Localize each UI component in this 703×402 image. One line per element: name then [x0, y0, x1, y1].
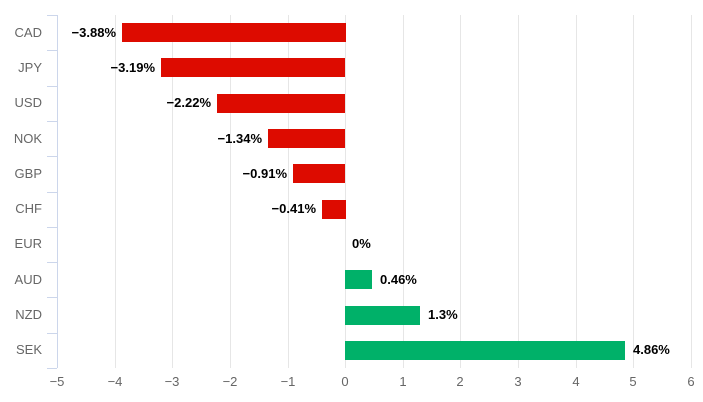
category-label: CAD	[14, 25, 42, 40]
bar-value-label: 1.3%	[428, 307, 458, 322]
gridline	[114, 15, 116, 368]
axis-tick	[47, 297, 57, 298]
axis-tick	[47, 86, 57, 87]
axis-tick	[47, 121, 57, 122]
gridline	[517, 15, 519, 368]
x-tick-label: −3	[164, 374, 180, 389]
x-tick-label: 1	[399, 374, 407, 389]
category-label: NZD	[15, 307, 42, 322]
gridline	[459, 15, 461, 368]
bar	[122, 23, 346, 42]
bar-value-label: −0.41%	[271, 201, 316, 216]
gridline	[690, 15, 692, 368]
gridline	[287, 15, 289, 368]
axis-tick	[47, 50, 57, 51]
category-label: GBP	[14, 166, 42, 181]
x-tick-label: −2	[222, 374, 238, 389]
gridline	[575, 15, 577, 368]
bar	[322, 200, 346, 219]
axis-tick	[47, 333, 57, 334]
bar	[268, 129, 345, 148]
x-tick-label: −1	[280, 374, 296, 389]
bar-value-label: −3.19%	[110, 60, 155, 75]
category-label: JPY	[18, 60, 42, 75]
gridline	[171, 15, 173, 368]
bar	[345, 306, 420, 325]
y-axis-line	[57, 15, 58, 368]
bar-value-label: −2.22%	[166, 95, 211, 110]
bar-value-label: −1.34%	[217, 131, 262, 146]
bar-value-label: 0.46%	[380, 272, 417, 287]
bar-value-label: 4.86%	[633, 342, 670, 357]
bar	[293, 164, 345, 183]
x-tick-label: 0	[341, 374, 349, 389]
x-tick-label: 2	[456, 374, 464, 389]
category-label: EUR	[14, 236, 42, 251]
gridline	[402, 15, 404, 368]
axis-tick	[47, 368, 57, 369]
x-tick-label: 4	[572, 374, 580, 389]
bar-value-label: −0.91%	[242, 166, 287, 181]
axis-tick	[47, 192, 57, 193]
x-tick-label: −5	[49, 374, 65, 389]
x-tick-label: 5	[629, 374, 637, 389]
gridline	[632, 15, 634, 368]
bar-value-label: −3.88%	[71, 25, 116, 40]
axis-tick	[47, 227, 57, 228]
axis-tick	[47, 262, 57, 263]
x-tick-label: 6	[687, 374, 695, 389]
gridline	[344, 15, 346, 368]
category-label: NOK	[13, 131, 42, 146]
bar	[217, 94, 345, 113]
category-label: CHF	[15, 201, 42, 216]
axis-tick	[47, 156, 57, 157]
bar-value-label: 0%	[352, 236, 371, 251]
category-label: USD	[14, 95, 42, 110]
bar	[345, 270, 372, 289]
x-tick-label: −4	[107, 374, 123, 389]
bar	[161, 58, 345, 77]
bar	[345, 341, 625, 360]
gridline	[229, 15, 231, 368]
axis-tick	[47, 15, 57, 16]
category-label: AUD	[14, 272, 42, 287]
x-tick-label: 3	[514, 374, 522, 389]
category-label: SEK	[15, 342, 42, 357]
